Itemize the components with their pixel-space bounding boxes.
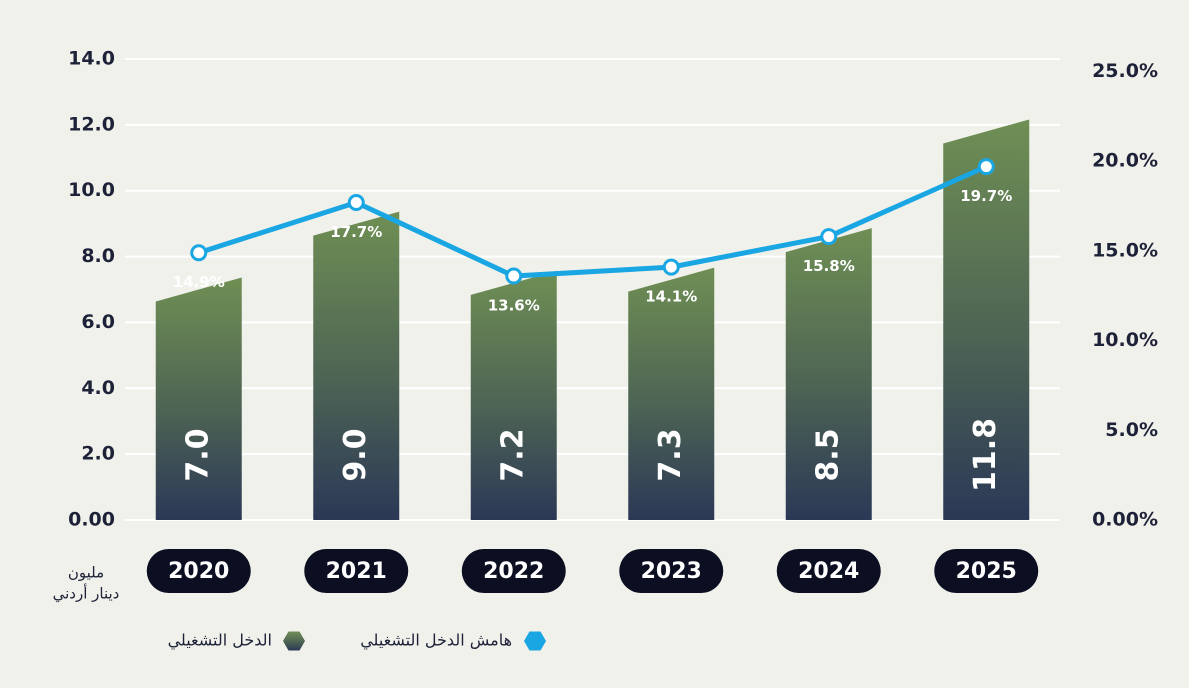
bar-value-label: 9.0	[338, 428, 373, 481]
x-tick-label: 2023	[641, 559, 702, 584]
y-tick-label: 0.00	[68, 509, 115, 531]
line-value-label: 14.1%	[645, 288, 697, 306]
line-value-label: 19.7%	[960, 187, 1012, 205]
category-pill	[304, 549, 409, 593]
y2-tick-label: 25.0%	[1092, 60, 1158, 82]
bar-value-label: 7.3	[653, 428, 688, 481]
y2-tick-label: 0.00%	[1092, 509, 1158, 531]
bar-value-label: 8.5	[810, 428, 845, 481]
line-marker	[977, 158, 995, 176]
bar-value-label: 11.8	[968, 418, 1003, 492]
bar	[785, 228, 872, 520]
y2-tick-label: 5.0%	[1105, 419, 1158, 441]
category-pill	[934, 549, 1039, 593]
y-tick-label: 10.0	[68, 179, 115, 201]
y2-tick-label: 20.0%	[1092, 150, 1158, 172]
y-axis-label: دينار أردني	[53, 584, 120, 604]
y-tick-label: 2.0	[81, 443, 115, 465]
bar-value-label: 7.2	[495, 428, 530, 481]
line-value-label: 15.8%	[803, 257, 855, 275]
y-axis-label: مليون	[68, 564, 104, 582]
category-pill	[461, 549, 566, 593]
bar	[470, 270, 557, 520]
bar	[628, 267, 715, 520]
legend-swatch	[283, 631, 305, 651]
bar	[943, 119, 1030, 520]
line-marker	[347, 194, 365, 212]
y-tick-label: 6.0	[81, 311, 115, 333]
legend-label: هامش الدخل التشغيلي	[360, 631, 512, 651]
x-tick-label: 2021	[326, 559, 387, 584]
line	[197, 164, 988, 279]
x-tick-label: 2020	[168, 559, 229, 584]
category-pill	[619, 549, 724, 593]
y-tick-label: 12.0	[68, 113, 115, 135]
legend-swatch	[524, 631, 546, 651]
line-marker	[820, 228, 838, 246]
line-value-label: 17.7%	[330, 223, 382, 241]
bar	[155, 277, 242, 520]
y2-tick-label: 10.0%	[1092, 329, 1158, 351]
y-tick-label: 8.0	[81, 245, 115, 267]
x-tick-label: 2022	[483, 559, 544, 584]
line-marker	[662, 258, 680, 276]
line-marker	[190, 244, 208, 262]
line-marker	[505, 267, 523, 285]
line-value-label: 13.6%	[488, 297, 540, 315]
bar	[313, 211, 400, 520]
y-tick-label: 4.0	[81, 377, 115, 399]
legend-label: الدخل التشغيلي	[168, 631, 272, 651]
x-tick-label: 2025	[956, 559, 1017, 584]
category-pill	[776, 549, 881, 593]
bar-value-label: 7.0	[180, 428, 215, 481]
x-tick-label: 2024	[798, 559, 859, 584]
line-value-label: 14.9%	[173, 273, 225, 291]
category-pill	[146, 549, 251, 593]
y2-tick-label: 15.0%	[1092, 239, 1158, 261]
y-tick-label: 14.0	[68, 48, 115, 70]
